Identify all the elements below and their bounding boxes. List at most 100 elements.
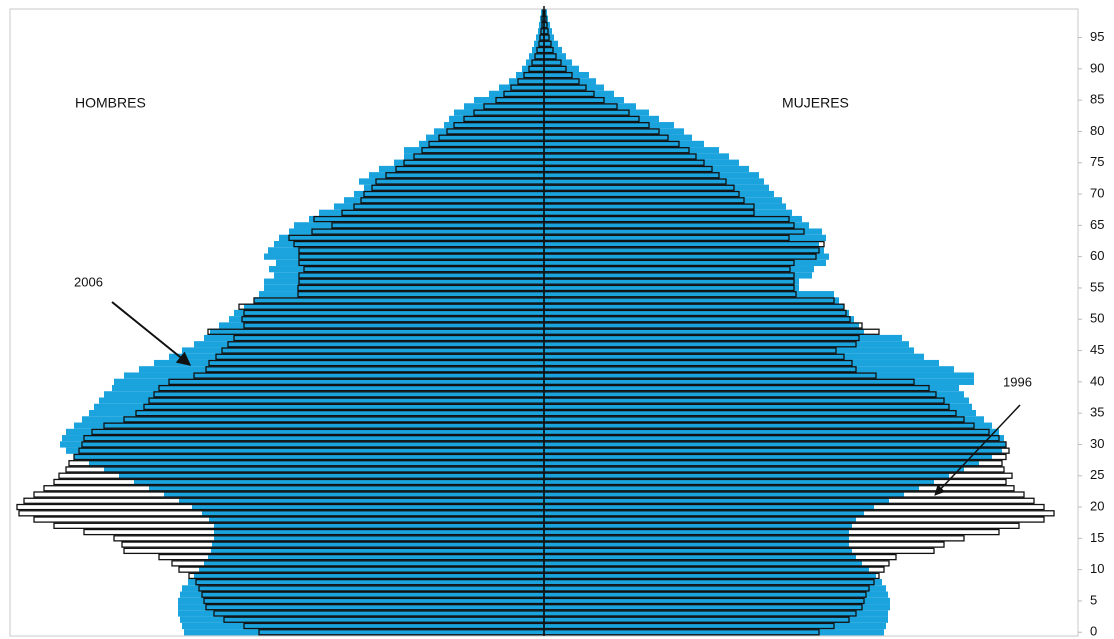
y-tick-label: 80	[1090, 123, 1104, 138]
bar	[264, 284, 544, 292]
y-tick-label: 95	[1090, 29, 1104, 44]
bar	[544, 240, 819, 248]
bar	[259, 291, 544, 298]
bar	[544, 441, 1006, 448]
bar	[394, 159, 544, 166]
bar	[544, 553, 856, 561]
bar	[544, 328, 864, 335]
y-tick-label: 35	[1090, 405, 1104, 420]
bar	[544, 65, 579, 72]
bar	[214, 535, 544, 542]
bar	[112, 384, 544, 392]
bar	[192, 503, 544, 511]
y-tick-label: 50	[1090, 311, 1104, 326]
bar	[544, 209, 792, 216]
bar	[234, 309, 544, 317]
bar	[444, 122, 544, 129]
bar	[544, 629, 884, 636]
bar	[544, 78, 596, 85]
bar	[544, 303, 844, 310]
bar	[268, 247, 544, 254]
bar	[544, 122, 674, 129]
bar	[544, 391, 964, 398]
bar	[544, 291, 834, 298]
bar	[544, 278, 799, 285]
bar	[204, 560, 544, 567]
bar	[544, 203, 786, 210]
bar	[544, 522, 852, 529]
bar	[180, 591, 544, 598]
bar	[544, 297, 839, 304]
bar	[179, 497, 544, 504]
bar	[419, 140, 544, 148]
bar	[544, 428, 999, 436]
y-tick-label: 20	[1090, 498, 1104, 513]
bar	[544, 165, 749, 173]
bar	[194, 572, 544, 580]
bar	[489, 90, 544, 98]
bar	[532, 46, 544, 54]
bar	[309, 215, 544, 223]
y-tick-label: 90	[1090, 60, 1104, 75]
bar	[544, 59, 572, 66]
bar	[104, 391, 544, 398]
bar	[404, 147, 544, 154]
bar	[544, 497, 889, 504]
bar	[119, 472, 544, 479]
bar	[544, 266, 814, 273]
bar	[199, 566, 544, 573]
bar	[544, 472, 949, 479]
y-tick-label: 75	[1090, 154, 1104, 169]
right-label: MUJERES	[782, 95, 849, 111]
bar	[544, 284, 799, 292]
bar	[354, 190, 544, 198]
bar	[544, 485, 919, 492]
bar	[544, 90, 614, 98]
bar	[544, 510, 864, 517]
bar	[279, 234, 544, 241]
bar	[544, 616, 888, 623]
bar	[369, 172, 544, 179]
y-tick-label: 60	[1090, 248, 1104, 263]
bar	[74, 422, 544, 429]
bar	[544, 134, 692, 141]
bar	[264, 253, 544, 260]
bar	[544, 597, 890, 605]
bar	[89, 460, 544, 467]
bar	[544, 215, 802, 223]
bar	[274, 240, 544, 248]
bar	[276, 259, 544, 267]
bar	[454, 109, 544, 116]
bar	[544, 316, 854, 323]
bar	[544, 178, 764, 185]
bar	[544, 384, 959, 392]
y-tick-label: 45	[1090, 342, 1104, 357]
bar	[544, 172, 759, 179]
bar	[139, 366, 544, 373]
y-tick-label: 70	[1090, 185, 1104, 200]
bar	[526, 59, 544, 66]
bar	[544, 491, 904, 498]
y-tick-label: 0	[1090, 624, 1097, 639]
y-tick-label: 15	[1090, 530, 1104, 545]
bar	[269, 266, 544, 273]
bar	[544, 566, 869, 573]
bar	[516, 71, 544, 79]
bar	[544, 272, 812, 279]
bar	[254, 297, 544, 304]
bar	[359, 178, 544, 185]
bar	[182, 347, 544, 354]
bar	[434, 128, 544, 135]
bar	[124, 372, 544, 379]
y-tick-label: 25	[1090, 467, 1104, 482]
bar	[544, 591, 888, 598]
bar	[544, 334, 902, 342]
bar	[499, 84, 544, 91]
bar	[509, 78, 544, 85]
bar	[60, 441, 544, 448]
bar	[544, 140, 704, 148]
bar	[544, 585, 886, 592]
bar	[89, 410, 544, 417]
bar	[544, 416, 984, 423]
